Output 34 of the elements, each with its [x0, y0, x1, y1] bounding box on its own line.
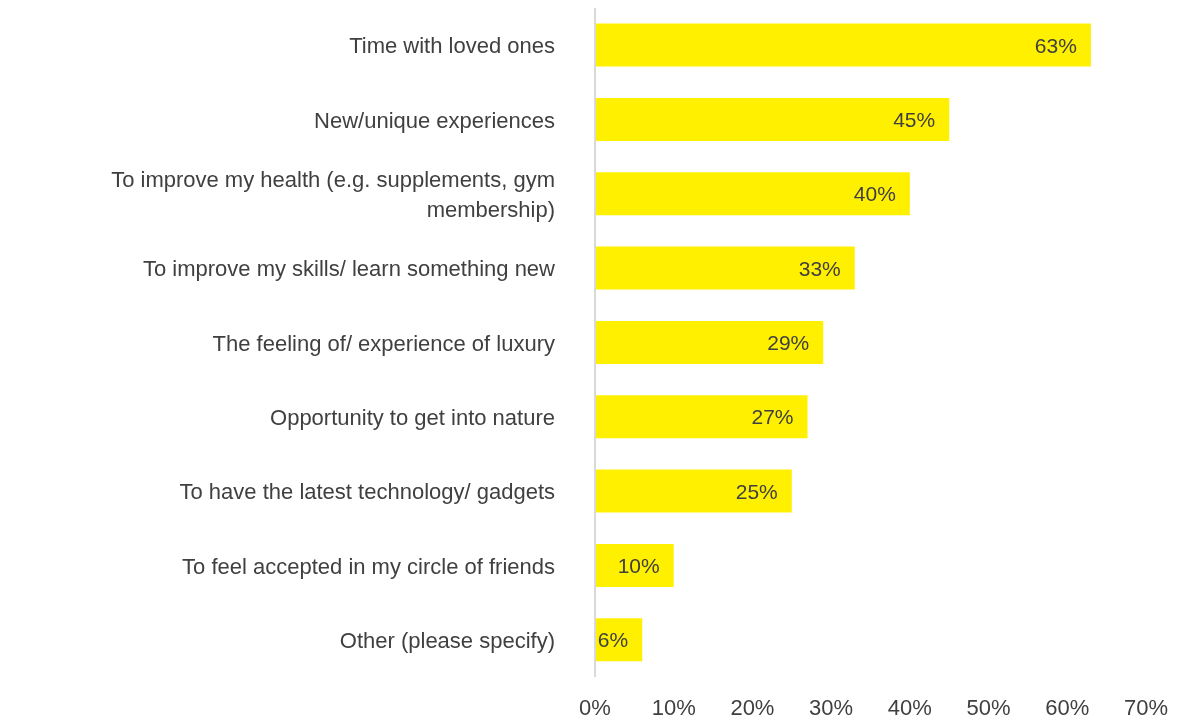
x-tick-label: 20% — [730, 694, 775, 720]
x-tick-label: 30% — [809, 694, 854, 720]
y-tick-label: To have the latest technology/ gadgets — [179, 478, 555, 504]
bar — [595, 246, 855, 290]
y-tick-label: To improve my health (e.g. supplements, gym membership) — [111, 166, 555, 222]
y-tick-label: To feel accepted in my circle of friends — [182, 553, 555, 578]
x-tick-label: 10% — [651, 694, 696, 720]
x-tick-label: 50% — [966, 694, 1011, 720]
bar — [595, 395, 808, 439]
x-tick-label: 70% — [1123, 694, 1169, 720]
x-tick-label: 60% — [1045, 694, 1090, 720]
data-label: 6% — [597, 628, 629, 652]
data-label: 33% — [798, 256, 841, 280]
x-tick-label: 0% — [579, 694, 611, 720]
y-tick-label: Opportunity to get into nature — [270, 404, 555, 430]
y-tick-label: New/unique experiences — [314, 107, 555, 132]
y-tick-label: To improve my skills/ learn something new — [142, 255, 556, 281]
data-label: 27% — [751, 405, 794, 429]
data-label: 40% — [853, 182, 896, 206]
bar — [595, 172, 910, 216]
y-tick-label: Time with loved ones — [349, 32, 555, 58]
data-label: 25% — [735, 479, 778, 503]
data-label: 45% — [893, 107, 936, 131]
x-tick-label: 40% — [887, 694, 932, 720]
bar — [595, 97, 950, 141]
bar — [595, 543, 674, 587]
bar — [595, 320, 824, 364]
y-tick-label: The feeling of/ experience of luxury — [212, 330, 555, 355]
bar — [595, 23, 1091, 67]
data-label: 29% — [767, 330, 810, 354]
data-label: 63% — [1034, 33, 1077, 57]
bar — [595, 469, 792, 513]
data-label: 10% — [617, 553, 660, 577]
y-tick-label: Other (please specify) — [339, 627, 555, 653]
